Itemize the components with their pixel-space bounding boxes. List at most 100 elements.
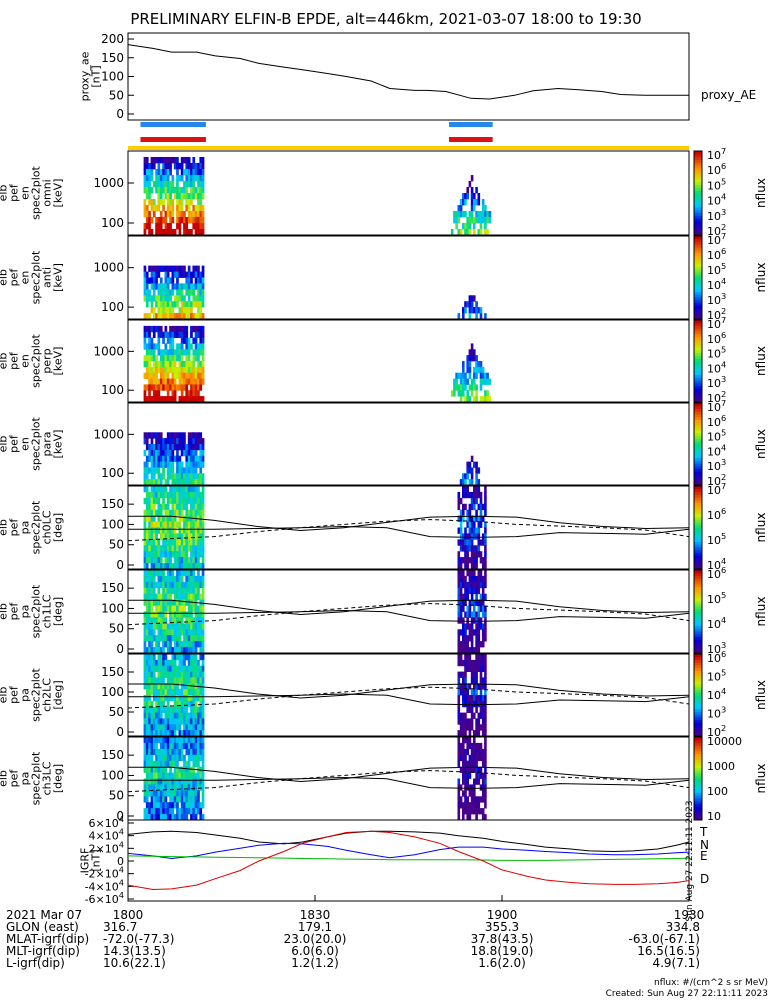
spectrogram-cell [468, 581, 472, 589]
colorbar-segment [694, 767, 702, 771]
spectrogram-cell [185, 486, 189, 493]
colorbar-segment [694, 385, 702, 389]
spectrogram-cell [473, 730, 476, 737]
spectrogram-cell [159, 265, 163, 272]
spectrogram-cell [171, 778, 175, 785]
spectrogram-cell [180, 283, 184, 290]
spectrogram-cell [185, 689, 189, 696]
spectrogram-cell [176, 187, 179, 194]
spectrogram-cell [477, 527, 481, 534]
spectrogram-cell [180, 527, 184, 534]
ephemeris-value: 1.6(2.0) [478, 956, 526, 970]
spectrogram-cell [162, 283, 165, 290]
colorbar-segment [694, 399, 702, 403]
spectrogram-cell [470, 545, 474, 552]
spectrogram-cell [143, 527, 147, 534]
colorbar-tick-label: 105 [707, 531, 726, 547]
spectrogram-cell [199, 295, 203, 302]
spectrogram-cell [183, 396, 186, 403]
spectrogram-cell [155, 265, 158, 272]
spectrogram-cell [183, 486, 186, 493]
spectrogram-cell [453, 217, 456, 224]
spectrogram-cell [180, 683, 184, 690]
spectrogram-cell [197, 473, 200, 480]
spectrogram-cell [475, 654, 478, 661]
spectrogram-cell [197, 175, 200, 182]
spectrogram-cell [143, 635, 147, 642]
spectrogram-cell [192, 325, 196, 333]
spectrogram-cell [459, 527, 463, 534]
spectrogram-cell [148, 539, 151, 546]
spectrogram-cell [159, 742, 163, 750]
spectrogram-cell [479, 748, 483, 756]
spectrogram-cell [145, 444, 149, 451]
spectrogram-cell [171, 199, 175, 206]
spectrogram-cell [180, 790, 184, 797]
spectrogram-cell [197, 444, 200, 451]
ephemeris-value: -72.0(-77.3) [103, 932, 174, 946]
spectrogram-cell [150, 497, 154, 505]
spectrogram-cell [194, 277, 198, 284]
spectrogram-cell [183, 784, 186, 791]
spectrogram-cell [157, 193, 161, 200]
spectrogram-cell [148, 742, 151, 750]
spectrogram-cell [155, 372, 158, 379]
spectrogram-cell [183, 325, 186, 333]
spectrogram-cell [477, 587, 481, 595]
ytick-label: 100 [101, 466, 124, 480]
spectrogram-cell [194, 163, 198, 170]
spectrogram-cell [155, 766, 158, 773]
spectrogram-cell [183, 169, 186, 176]
spectrogram-cell [484, 581, 487, 589]
spectrogram-cell [464, 384, 467, 391]
spectrogram-cell [166, 635, 170, 642]
spectrogram-cell [171, 366, 175, 374]
spectrogram-cell [473, 808, 476, 815]
spectrogram-cell [190, 665, 193, 672]
spectrogram-cell [183, 479, 186, 486]
spectrogram-cell [185, 677, 189, 684]
spectrogram-cell [180, 307, 184, 314]
spectrogram-cell [190, 605, 193, 612]
spectrogram-cell [152, 671, 156, 678]
spectrogram-cell [192, 509, 196, 516]
spectrogram-cell [190, 473, 193, 480]
spectrogram-cell [180, 748, 184, 756]
spectrogram-cell [176, 539, 179, 546]
colorbar-segment [694, 430, 702, 434]
colorbar-segment [694, 438, 702, 442]
spectrogram-cell [187, 772, 191, 779]
spectrogram-cell [143, 683, 147, 690]
spectrogram-cell [470, 724, 474, 731]
colorbar-frame [693, 402, 703, 486]
spectrogram-cell [150, 570, 154, 577]
spectrogram-cell [180, 175, 184, 182]
spectrogram-cell [166, 473, 170, 480]
spectrogram-cell [464, 563, 467, 570]
spectrogram-cell [159, 521, 163, 528]
spectrogram-cell [466, 802, 469, 809]
spectrogram-cell [183, 295, 186, 302]
spectrogram-cell [470, 712, 474, 719]
spectrogram-cell [150, 366, 154, 374]
spectrogram-cell [470, 187, 474, 194]
spectrogram-cell [197, 623, 200, 630]
spectrogram-cell [178, 629, 182, 636]
spectrogram-cell [155, 737, 158, 744]
spectrogram-cell [148, 695, 151, 702]
spectrogram-cell [199, 784, 203, 791]
spectrogram-cell [166, 396, 170, 403]
spectrogram-cell [192, 654, 196, 661]
spectrogram-cell [166, 355, 170, 362]
spectrogram-cell [459, 515, 463, 522]
spectrogram-cell [484, 491, 487, 499]
colorbar-segment [694, 750, 702, 755]
spectrogram-cell [178, 163, 182, 170]
spectrogram-cell [164, 175, 168, 182]
spectrogram-cell [187, 796, 191, 803]
spectrogram-cell [190, 283, 193, 290]
spectrogram-cell [190, 343, 193, 350]
spectrogram-ylabel-line: pef [8, 351, 21, 370]
spectrogram-cell [457, 689, 461, 696]
spectrogram-cell [185, 355, 189, 362]
